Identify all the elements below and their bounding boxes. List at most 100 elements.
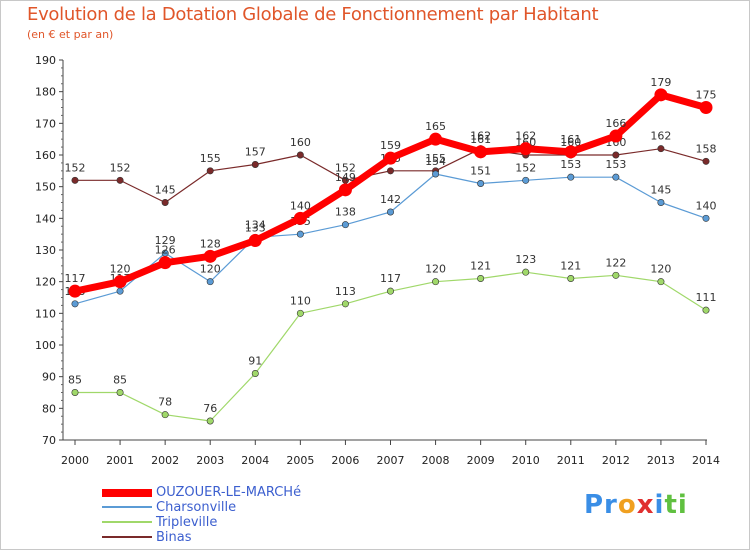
data-point <box>657 145 665 153</box>
data-label: 145 <box>155 184 176 197</box>
data-point <box>522 176 530 184</box>
data-point <box>567 173 575 181</box>
legend-swatch-charsonville <box>102 506 152 508</box>
data-label: 129 <box>155 234 176 247</box>
x-tick-label: 2010 <box>512 454 540 467</box>
data-point <box>341 221 349 229</box>
data-label: 152 <box>515 161 536 174</box>
data-label: 117 <box>65 272 86 285</box>
y-tick-label: 180 <box>35 86 56 99</box>
data-point <box>206 417 214 425</box>
data-label: 166 <box>605 117 626 130</box>
logo-part: x <box>636 490 655 520</box>
data-label: 128 <box>200 237 221 250</box>
data-point <box>71 300 79 308</box>
data-label: 155 <box>200 152 221 165</box>
data-label: 152 <box>65 161 86 174</box>
data-point <box>702 157 710 165</box>
y-tick-label: 160 <box>35 149 56 162</box>
data-label: 113 <box>335 285 356 298</box>
legend-label: OUZOUER-LE-MARCHé <box>156 485 302 500</box>
data-label: 165 <box>425 120 446 133</box>
data-point <box>386 208 394 216</box>
data-label: 179 <box>650 76 671 89</box>
legend-swatch-tripleville <box>102 521 152 523</box>
proxiti-logo: Proxiti <box>584 490 688 520</box>
data-label: 78 <box>158 396 172 409</box>
data-label: 117 <box>380 272 401 285</box>
data-point <box>432 170 440 178</box>
data-label: 157 <box>245 146 266 159</box>
data-point <box>429 132 443 146</box>
x-tick-label: 2003 <box>196 454 224 467</box>
data-point <box>654 88 668 102</box>
data-point <box>161 199 169 207</box>
data-label: 153 <box>605 158 626 171</box>
x-tick-label: 2001 <box>106 454 134 467</box>
data-label: 121 <box>470 260 491 273</box>
data-label: 149 <box>335 171 356 184</box>
data-point <box>71 388 79 396</box>
x-tick-label: 2013 <box>647 454 675 467</box>
data-label: 158 <box>696 142 717 155</box>
legend-label: Binas <box>156 530 192 545</box>
data-label: 121 <box>560 260 581 273</box>
data-label: 155 <box>425 152 446 165</box>
data-label: 120 <box>200 263 221 276</box>
legend-swatch-ouzouer <box>102 489 152 497</box>
x-tick-label: 2011 <box>557 454 585 467</box>
data-label: 175 <box>696 89 717 102</box>
x-tick-label: 2006 <box>331 454 359 467</box>
data-label: 162 <box>470 130 491 143</box>
data-label: 161 <box>470 133 491 146</box>
data-label: 134 <box>245 218 266 231</box>
data-label: 133 <box>245 222 266 235</box>
data-point <box>567 274 575 282</box>
legend-label: Charsonville <box>156 500 237 515</box>
y-tick-label: 80 <box>42 402 56 415</box>
data-label: 162 <box>515 130 536 143</box>
data-label: 120 <box>425 263 446 276</box>
data-label: 142 <box>380 193 401 206</box>
data-point <box>248 234 262 247</box>
data-point <box>71 176 79 184</box>
y-tick-label: 110 <box>35 307 56 320</box>
data-point <box>158 256 172 270</box>
y-tick-label: 120 <box>35 276 56 289</box>
data-label: 161 <box>560 133 581 146</box>
x-tick-label: 2004 <box>241 454 269 467</box>
y-tick-label: 150 <box>35 181 56 194</box>
chart-subtitle: (en € et par an) <box>27 28 114 41</box>
data-point <box>702 214 710 222</box>
chart-title: Evolution de la Dotation Globale de Fonc… <box>27 4 599 25</box>
legend-swatch-binas <box>102 536 152 538</box>
data-label: 140 <box>290 199 311 212</box>
data-label: 152 <box>110 161 131 174</box>
data-point <box>293 211 307 225</box>
data-label: 126 <box>155 244 176 257</box>
data-point <box>338 183 352 197</box>
data-point <box>657 278 665 286</box>
data-label: 152 <box>335 161 356 174</box>
data-point <box>251 369 259 377</box>
data-point <box>477 274 485 282</box>
data-point <box>702 306 710 314</box>
data-point <box>384 151 397 165</box>
x-tick-label: 2000 <box>61 454 89 467</box>
data-point <box>203 249 217 263</box>
x-tick-label: 2005 <box>286 454 314 467</box>
data-point <box>161 411 169 419</box>
data-label: 160 <box>290 136 311 149</box>
logo-part: ti <box>664 490 688 520</box>
data-point <box>116 388 124 396</box>
data-label: 160 <box>560 136 581 149</box>
x-tick-label: 2008 <box>422 454 450 467</box>
data-label: 145 <box>650 184 671 197</box>
x-tick-label: 2002 <box>151 454 179 467</box>
logo-part: Pr <box>584 490 618 520</box>
data-point <box>296 230 304 238</box>
data-label: 85 <box>113 374 127 387</box>
data-point <box>116 287 124 295</box>
data-point <box>341 300 349 308</box>
